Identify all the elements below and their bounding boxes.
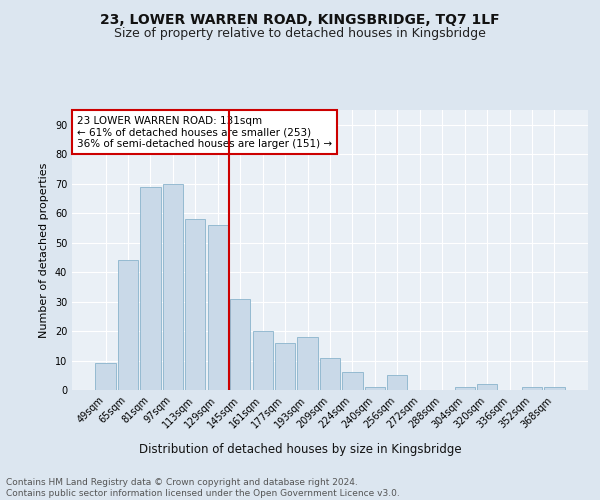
Text: Distribution of detached houses by size in Kingsbridge: Distribution of detached houses by size … (139, 442, 461, 456)
Bar (544, 387, 565, 390)
Bar (320, 358, 340, 390)
Bar (343, 372, 362, 390)
Bar (298, 337, 317, 390)
Bar (455, 387, 475, 390)
Y-axis label: Number of detached properties: Number of detached properties (39, 162, 49, 338)
Text: 23, LOWER WARREN ROAD, KINGSBRIDGE, TQ7 1LF: 23, LOWER WARREN ROAD, KINGSBRIDGE, TQ7 … (100, 12, 500, 26)
Bar (253, 331, 273, 390)
Bar (140, 186, 161, 390)
Bar (95, 364, 116, 390)
Text: 23 LOWER WARREN ROAD: 131sqm
← 61% of detached houses are smaller (253)
36% of s: 23 LOWER WARREN ROAD: 131sqm ← 61% of de… (77, 116, 332, 149)
Bar (185, 219, 205, 390)
Bar (477, 384, 497, 390)
Bar (365, 387, 385, 390)
Bar (522, 387, 542, 390)
Text: Contains HM Land Registry data © Crown copyright and database right 2024.
Contai: Contains HM Land Registry data © Crown c… (6, 478, 400, 498)
Bar (230, 298, 250, 390)
Bar (118, 260, 138, 390)
Bar (163, 184, 183, 390)
Bar (275, 343, 295, 390)
Bar (387, 376, 407, 390)
Text: Size of property relative to detached houses in Kingsbridge: Size of property relative to detached ho… (114, 28, 486, 40)
Bar (208, 225, 228, 390)
